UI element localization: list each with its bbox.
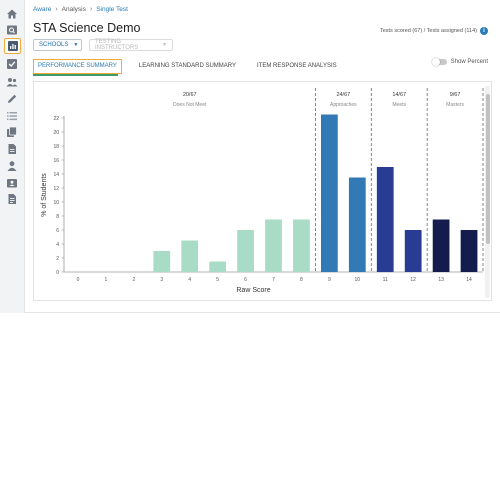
- bar: [209, 261, 227, 272]
- search-icon[interactable]: [5, 23, 19, 37]
- page-title: STA Science Demo: [33, 21, 141, 35]
- y-axis-title: % of Students: [41, 173, 48, 217]
- document-icon[interactable]: [5, 142, 19, 156]
- y-tick-label: 16: [53, 158, 59, 164]
- show-percent-control: Show Percent: [431, 57, 488, 66]
- y-tick-label: 12: [53, 186, 59, 192]
- bar: [320, 114, 338, 272]
- y-tick-label: 8: [56, 214, 59, 220]
- breadcrumb: Aware › Analysis › Single Test: [33, 6, 128, 13]
- x-tick-label: 9: [328, 277, 331, 283]
- x-tick-label: 6: [244, 277, 247, 283]
- x-tick-label: 7: [272, 277, 275, 283]
- bar: [265, 219, 282, 272]
- x-tick-label: 13: [438, 277, 444, 283]
- x-tick-label: 10: [355, 277, 361, 283]
- y-tick-label: 10: [53, 200, 59, 206]
- y-tick-label: 2: [56, 256, 59, 262]
- bar: [293, 219, 310, 272]
- person-icon[interactable]: [5, 159, 19, 173]
- band-count-label: 14/67: [392, 92, 406, 98]
- instructors-filter-label: TESTING INSTRUCTORS: [95, 39, 139, 51]
- caret-down-icon: ▼: [162, 42, 167, 48]
- y-tick-label: 0: [56, 270, 59, 276]
- active-tab-underline: [33, 74, 118, 76]
- tests-info-text: Tests scored (67) / Tests assigned (114): [379, 28, 477, 34]
- show-percent-toggle[interactable]: [431, 57, 447, 66]
- bar: [376, 167, 394, 272]
- report-icon[interactable]: [5, 192, 19, 206]
- info-icon[interactable]: i: [480, 27, 488, 35]
- tests-info: Tests scored (67) / Tests assigned (114)…: [380, 27, 488, 35]
- caret-down-icon: ▼: [73, 42, 79, 48]
- bar: [181, 240, 199, 272]
- schools-filter-button[interactable]: SCHOOLS ▼: [33, 39, 82, 51]
- bar: [237, 230, 254, 272]
- band-name-label: Does Not Meet: [173, 102, 207, 108]
- home-icon[interactable]: [5, 7, 19, 21]
- x-tick-label: 1: [105, 277, 108, 283]
- x-axis-title: Raw Score: [236, 287, 270, 294]
- y-tick-label: 18: [53, 144, 59, 150]
- bar: [432, 219, 450, 272]
- y-tick-label: 6: [56, 228, 59, 234]
- chart-scroll-thumb[interactable]: [485, 94, 490, 244]
- band-name-label: Approaches: [330, 102, 357, 108]
- band-count-label: 20/67: [183, 92, 197, 98]
- y-tick-label: 20: [53, 130, 59, 136]
- band-name-label: Meets: [392, 102, 406, 108]
- tab-item-response-analysis[interactable]: ITEM RESPONSE ANALYSIS: [257, 63, 337, 69]
- pencil-icon[interactable]: [5, 92, 19, 106]
- app-frame: Aware › Analysis › Single Test STA Scien…: [0, 0, 500, 313]
- x-tick-label: 0: [77, 277, 80, 283]
- testing-instructors-filter-button[interactable]: TESTING INSTRUCTORS ▼: [89, 39, 173, 51]
- tab-performance-summary[interactable]: PERFORMANCE SUMMARY: [33, 58, 122, 74]
- chart-icon[interactable]: [4, 38, 21, 54]
- tab-bar: PERFORMANCE SUMMARY LEARNING STANDARD SU…: [33, 58, 354, 74]
- copy-icon[interactable]: [5, 125, 19, 139]
- bar: [460, 230, 478, 272]
- show-percent-label: Show Percent: [450, 59, 488, 65]
- breadcrumb-home[interactable]: Aware: [33, 6, 52, 13]
- check-icon[interactable]: [5, 57, 19, 71]
- schools-filter-label: SCHOOLS: [39, 42, 69, 48]
- y-tick-label: 14: [53, 172, 59, 178]
- breadcrumb-section[interactable]: Analysis: [61, 6, 86, 13]
- performance-chart-card: 0 2 4 6 8 10 12 14 16 18 20 22 20/67 Does Not Meet 24/…: [33, 81, 492, 301]
- breadcrumb-page[interactable]: Single Test: [96, 6, 128, 13]
- x-tick-label: 14: [466, 277, 472, 283]
- band-count-label: 24/67: [336, 92, 350, 98]
- users-icon[interactable]: [5, 75, 19, 89]
- main-content: Aware › Analysis › Single Test STA Scien…: [25, 0, 500, 313]
- x-tick-label: 11: [383, 277, 388, 283]
- band-count-label: 9/67: [450, 92, 461, 98]
- chart-scrollbar[interactable]: [485, 86, 490, 298]
- bar: [153, 251, 171, 272]
- y-tick-label: 22: [53, 116, 59, 122]
- tab-learning-standard-summary[interactable]: LEARNING STANDARD SUMMARY: [138, 63, 237, 69]
- band-name-label: Masters: [446, 102, 464, 108]
- id-card-icon[interactable]: [5, 176, 19, 190]
- x-tick-label: 12: [410, 277, 416, 283]
- x-tick-label: 2: [132, 277, 135, 283]
- y-tick-label: 4: [56, 242, 59, 248]
- chevron-right-icon: ›: [89, 6, 93, 13]
- x-tick-label: 4: [188, 277, 191, 283]
- sidebar: [0, 0, 25, 313]
- list-icon[interactable]: [5, 109, 19, 123]
- bar: [348, 177, 366, 272]
- toggle-knob: [431, 57, 440, 66]
- bar: [404, 230, 422, 272]
- x-tick-label: 5: [216, 277, 219, 283]
- x-tick-label: 3: [160, 277, 163, 283]
- x-tick-label: 8: [300, 277, 303, 283]
- chevron-right-icon: ›: [55, 6, 58, 13]
